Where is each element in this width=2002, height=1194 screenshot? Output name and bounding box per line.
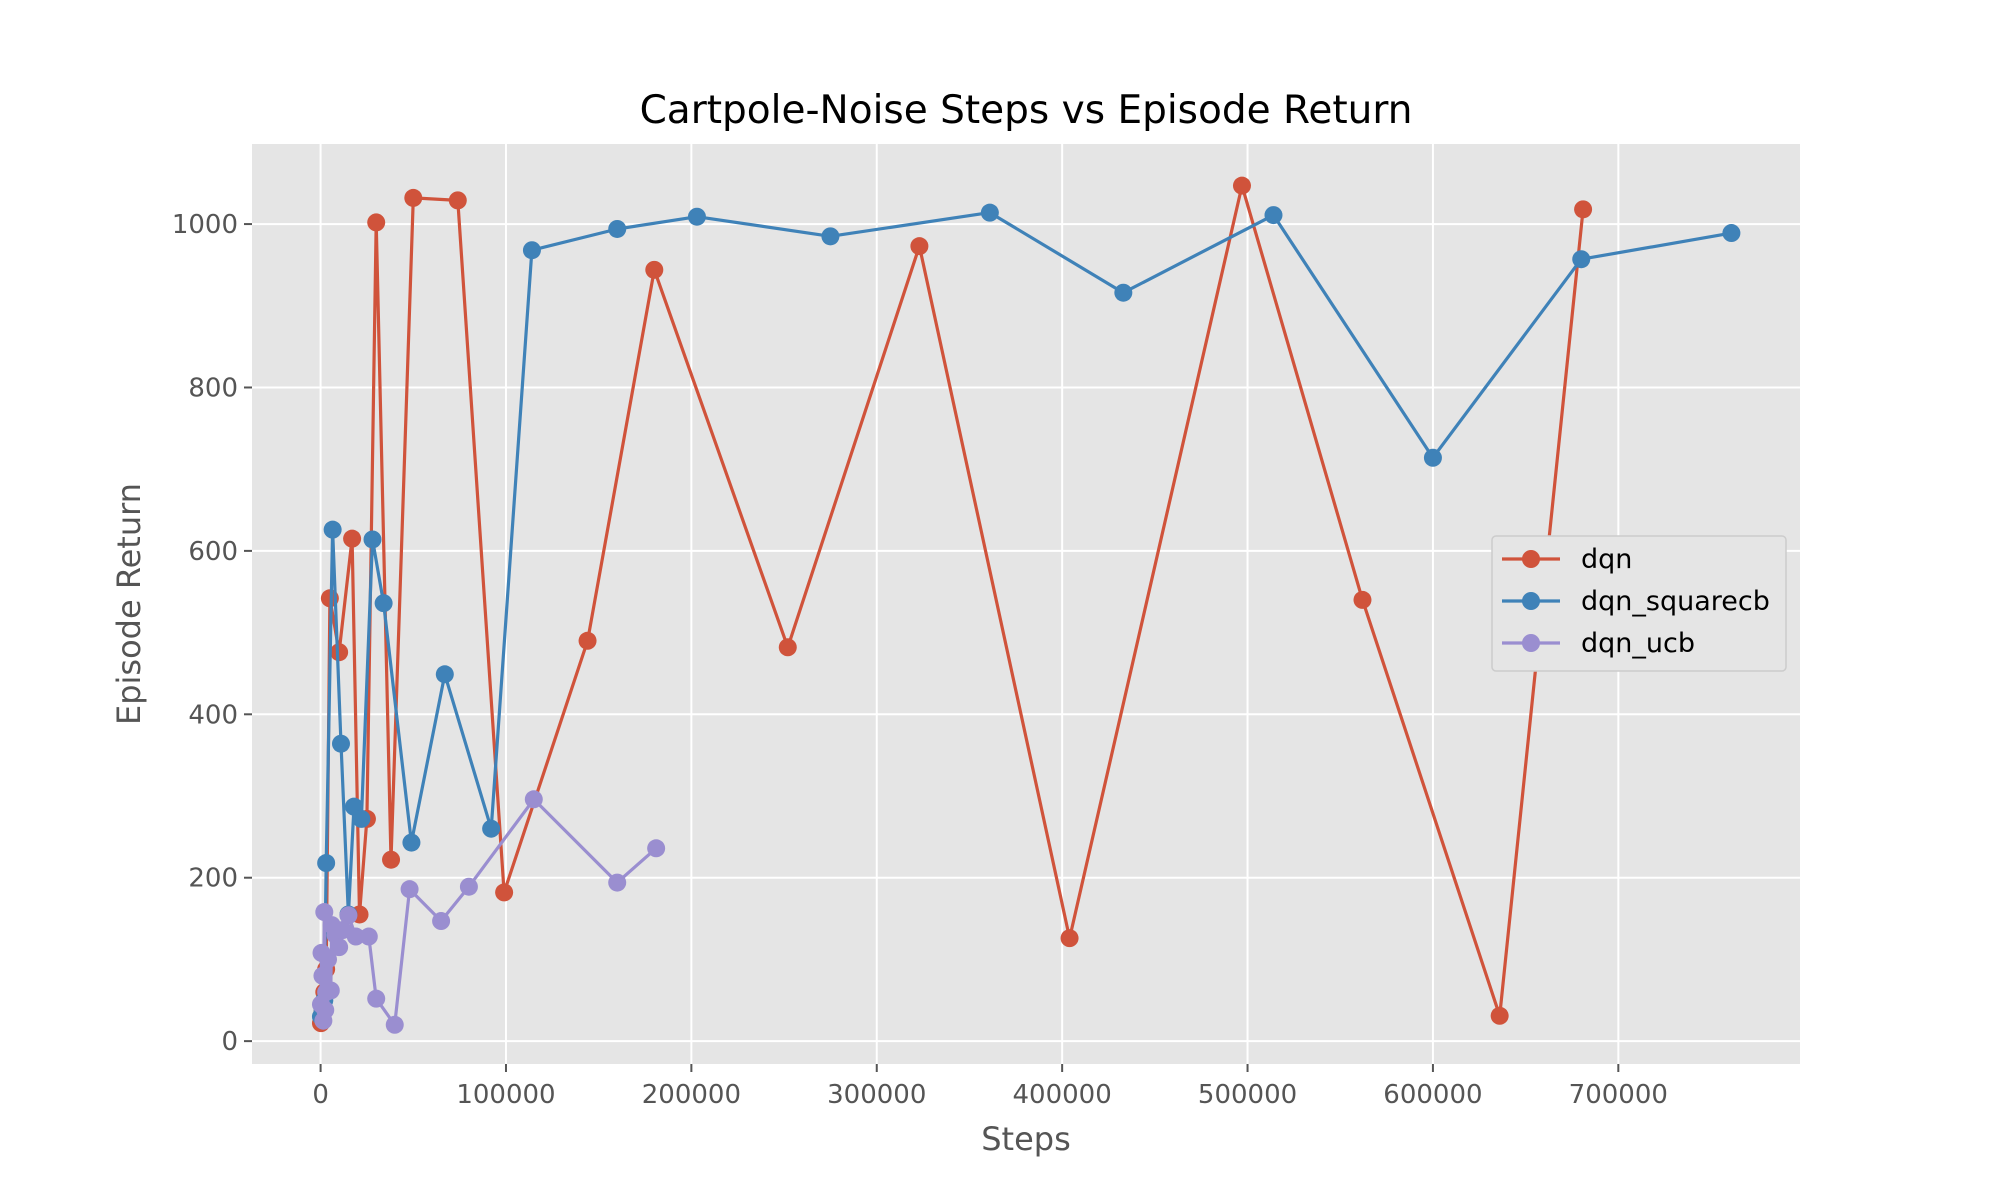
data-point bbox=[315, 903, 334, 922]
y-tick-label: 600 bbox=[188, 537, 238, 567]
data-point bbox=[647, 839, 666, 858]
data-point bbox=[432, 912, 451, 931]
data-point bbox=[331, 734, 350, 753]
data-point bbox=[1114, 283, 1133, 302]
legend-label: dqn bbox=[1581, 544, 1632, 575]
x-axis-label: Steps bbox=[981, 1120, 1071, 1158]
legend-label: dqn_ucb bbox=[1581, 628, 1695, 659]
legend-swatch-marker bbox=[1522, 634, 1540, 652]
data-point bbox=[980, 203, 999, 222]
y-tick-label: 0 bbox=[221, 1027, 238, 1057]
data-point bbox=[608, 219, 627, 238]
data-point bbox=[578, 631, 597, 650]
legend-item-dqn: dqn bbox=[1502, 544, 1632, 575]
data-point bbox=[522, 241, 541, 260]
data-point bbox=[339, 906, 358, 925]
data-point bbox=[910, 237, 929, 256]
data-point bbox=[435, 665, 454, 684]
data-point bbox=[448, 191, 467, 210]
data-point bbox=[482, 819, 501, 838]
x-tick-label: 700000 bbox=[1569, 1080, 1668, 1110]
data-point bbox=[645, 260, 664, 279]
legend-item-dqn-ucb: dqn_ucb bbox=[1502, 628, 1695, 659]
data-point bbox=[400, 880, 419, 899]
data-point bbox=[1264, 206, 1283, 225]
data-point bbox=[1572, 250, 1591, 269]
x-tick-label: 200000 bbox=[642, 1080, 741, 1110]
legend-swatch-marker bbox=[1522, 550, 1540, 568]
x-tick-label: 0 bbox=[312, 1080, 329, 1110]
data-point bbox=[459, 877, 478, 896]
y-tick-label: 800 bbox=[188, 373, 238, 403]
data-point bbox=[821, 227, 840, 246]
y-axis: 0 200 400 600 800 1000 bbox=[172, 210, 252, 1057]
data-point bbox=[374, 594, 393, 613]
data-point bbox=[363, 530, 382, 549]
data-point bbox=[346, 927, 365, 946]
data-point bbox=[495, 883, 514, 902]
data-point bbox=[608, 873, 627, 892]
data-point bbox=[321, 981, 340, 1000]
x-axis: 0 100000 200000 300000 400000 500000 600000 700… bbox=[312, 1064, 1668, 1110]
data-point bbox=[367, 989, 386, 1008]
series-line bbox=[319, 211, 1732, 1017]
data-point bbox=[1722, 224, 1741, 243]
x-tick-label: 400000 bbox=[1013, 1080, 1112, 1110]
data-point bbox=[330, 938, 349, 957]
series-layer bbox=[311, 176, 1741, 1034]
x-tick-label: 300000 bbox=[827, 1080, 926, 1110]
data-point bbox=[319, 950, 338, 969]
legend-swatch-marker bbox=[1522, 592, 1540, 610]
data-point bbox=[1423, 448, 1442, 467]
data-point bbox=[316, 1001, 335, 1020]
legend-label: dqn_squarecb bbox=[1581, 586, 1770, 617]
data-point bbox=[317, 854, 336, 873]
data-point bbox=[1574, 200, 1593, 219]
data-point bbox=[313, 966, 332, 985]
chart-title: Cartpole-Noise Steps vs Episode Return bbox=[640, 88, 1413, 133]
grid bbox=[252, 144, 1800, 1064]
data-point bbox=[367, 213, 386, 232]
y-tick-label: 1000 bbox=[172, 210, 238, 240]
data-point bbox=[778, 638, 797, 657]
y-tick-label: 200 bbox=[188, 864, 238, 894]
data-point bbox=[343, 529, 362, 548]
data-point bbox=[1353, 590, 1372, 609]
data-point bbox=[1060, 929, 1079, 948]
data-point bbox=[1490, 1006, 1509, 1025]
x-tick-label: 600000 bbox=[1383, 1080, 1482, 1110]
legend-box bbox=[1491, 535, 1787, 672]
legend-item-dqn-squarecb: dqn_squarecb bbox=[1502, 586, 1770, 617]
data-point bbox=[402, 833, 421, 852]
x-tick-label: 500000 bbox=[1198, 1080, 1297, 1110]
data-point bbox=[352, 809, 371, 828]
data-point bbox=[359, 927, 378, 946]
data-point bbox=[404, 188, 423, 207]
data-point bbox=[385, 1015, 404, 1034]
legend: dqn dqn_squarecb dqn_ucb bbox=[1491, 535, 1787, 672]
y-tick-label: 400 bbox=[188, 700, 238, 730]
data-point bbox=[323, 520, 342, 539]
data-point bbox=[330, 643, 349, 662]
data-point bbox=[524, 790, 543, 809]
y-axis-label: Episode Return bbox=[110, 483, 148, 725]
data-point bbox=[1232, 176, 1251, 195]
data-point bbox=[382, 850, 401, 869]
series-dqn-ucb bbox=[311, 790, 666, 1034]
x-tick-label: 100000 bbox=[456, 1080, 555, 1110]
data-point bbox=[687, 207, 706, 226]
